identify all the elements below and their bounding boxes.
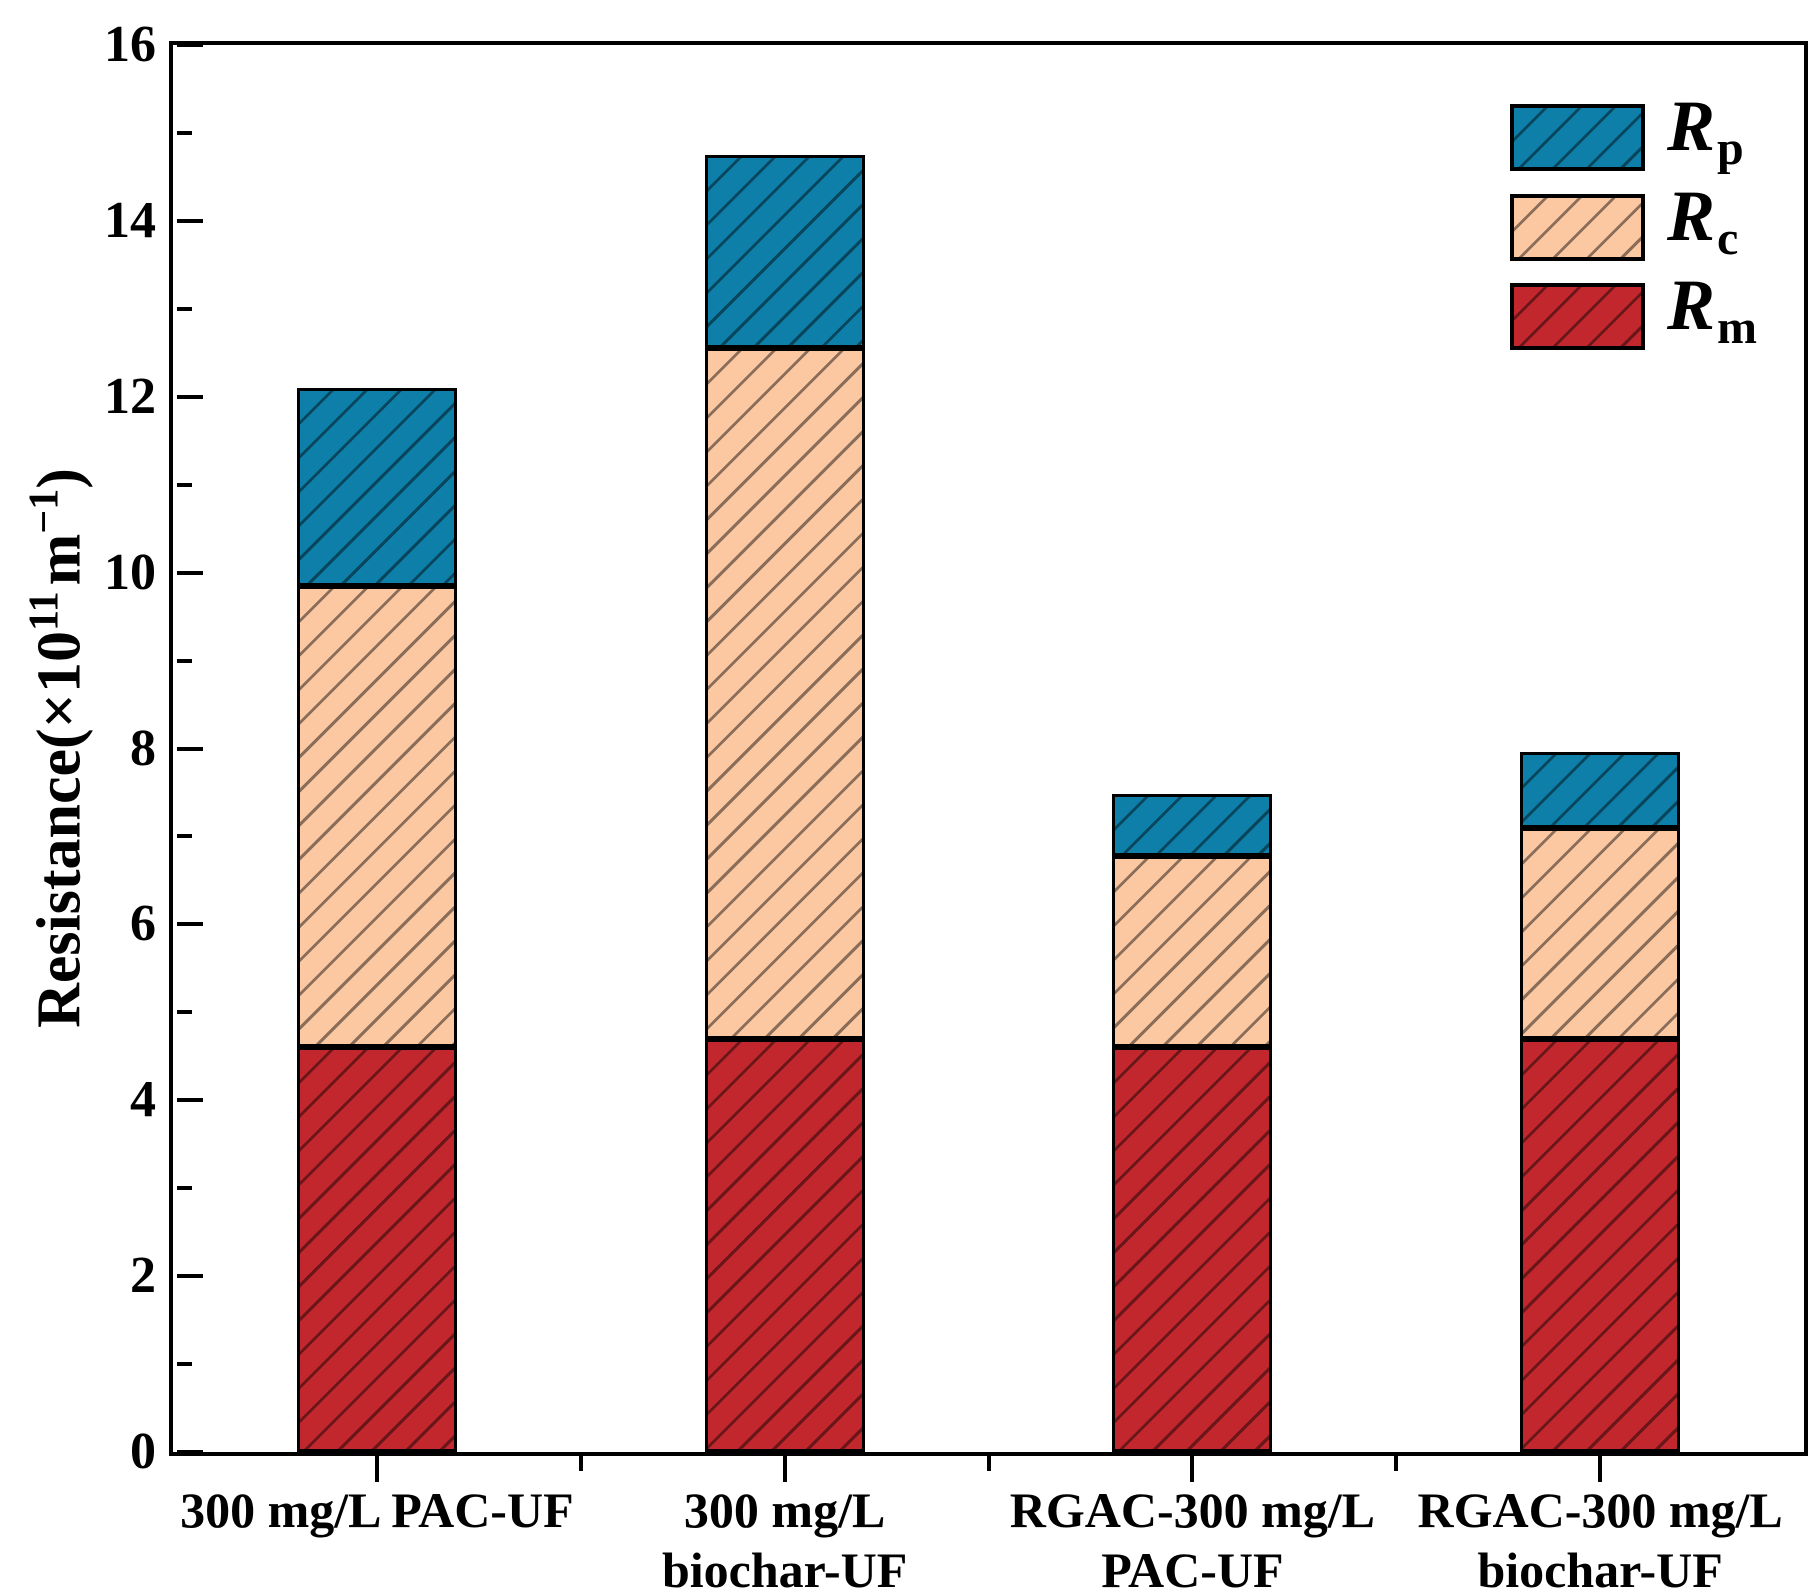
x-minor-tick: [986, 1456, 991, 1471]
y-minor-tick: [177, 658, 192, 663]
y-major-tick: [177, 1098, 203, 1103]
x-category-label: 300 mg/L PAC-UF: [117, 1480, 637, 1540]
x-category-label-line: PAC-UF: [1101, 1542, 1284, 1591]
bar-segment-rp-1: [704, 154, 865, 349]
legend-label-rc-symbol: R: [1667, 176, 1716, 256]
x-minor-tick: [578, 1456, 583, 1471]
y-minor-tick: [177, 834, 192, 839]
y-minor-tick: [177, 306, 192, 311]
y-tick-label: 16: [104, 16, 156, 73]
legend-label-rc-subscript: c: [1717, 212, 1739, 265]
x-major-tick: [374, 1456, 379, 1482]
legend-entry-rm: Rm: [1510, 269, 1758, 361]
legend-entry-rp: Rp: [1510, 90, 1744, 182]
y-tick-label: 4: [130, 1071, 156, 1129]
legend-label-rp-subscript: p: [1717, 122, 1744, 175]
bar-segment-rm-3: [1520, 1038, 1681, 1452]
legend-entry-rc: Rc: [1510, 180, 1739, 272]
legend-label-rp-symbol: R: [1667, 86, 1716, 166]
y-tick-label: 12: [104, 367, 156, 425]
bar-0: [296, 387, 457, 1452]
x-category-label-line: RGAC-300 mg/L: [1417, 1482, 1783, 1538]
bar-segment-rc-2: [1112, 855, 1273, 1048]
y-major-tick: [177, 218, 203, 223]
y-axis-title-unit-exponent: −1: [21, 488, 68, 534]
bar-1: [704, 154, 865, 1452]
y-minor-tick: [177, 482, 192, 487]
bar-segment-rp-3: [1520, 752, 1681, 828]
y-tick-label: 2: [130, 1247, 156, 1305]
y-tick-label: 6: [130, 895, 156, 953]
x-major-tick: [782, 1456, 787, 1482]
y-major-tick: [177, 570, 203, 575]
x-category-label-line: biochar-UF: [1477, 1542, 1723, 1591]
y-minor-tick: [177, 1362, 192, 1367]
x-minor-tick: [1394, 1456, 1399, 1471]
y-minor-tick: [177, 1010, 192, 1015]
legend-label-rm-subscript: m: [1717, 301, 1758, 354]
x-category-label: 300 mg/L biochar-UF: [525, 1480, 1045, 1591]
y-major-tick: [177, 1274, 203, 1279]
bar-segment-rm-0: [296, 1047, 457, 1452]
bar-segment-rc-1: [704, 348, 865, 1039]
x-category-label-line: 300 mg/L PAC-UF: [180, 1482, 574, 1538]
bar-segment-rc-3: [1520, 827, 1681, 1039]
legend-label-rm: Rm: [1667, 269, 1758, 361]
x-category-label: RGAC-300 mg/L PAC-UF: [932, 1480, 1452, 1591]
bar-3: [1520, 752, 1681, 1452]
y-major-tick: [177, 43, 203, 47]
bar-segment-rc-0: [296, 585, 457, 1048]
y-tick-label: 14: [104, 191, 156, 249]
legend-swatch-rm: [1510, 283, 1645, 350]
x-category-label-line: biochar-UF: [661, 1542, 908, 1591]
y-minor-tick: [177, 1186, 192, 1191]
bar-segment-rm-1: [704, 1038, 865, 1452]
bar-2: [1112, 794, 1273, 1452]
x-major-tick: [1190, 1456, 1195, 1482]
y-tick-label: 8: [130, 719, 156, 777]
y-tick-label: 0: [130, 1423, 156, 1480]
bar-segment-rp-2: [1112, 794, 1273, 856]
x-category-label-line: RGAC-300 mg/L: [1009, 1482, 1375, 1538]
y-major-tick: [177, 394, 203, 399]
y-tick-label: 10: [104, 543, 156, 601]
x-major-tick: [1598, 1456, 1603, 1482]
legend-swatch-rc: [1510, 194, 1645, 261]
bar-segment-rp-0: [296, 387, 457, 586]
y-axis-title-prefix: Resistance(×10: [25, 631, 94, 1028]
x-category-label: RGAC-300 mg/L biochar-UF: [1340, 1480, 1815, 1591]
y-major-tick: [177, 746, 203, 751]
y-axis-title-suffix: ): [25, 468, 94, 489]
legend-label-rc: Rc: [1667, 180, 1739, 272]
legend-label-rm-symbol: R: [1667, 265, 1716, 345]
legend-swatch-rp: [1510, 104, 1645, 171]
x-category-label-line: 300 mg/L: [683, 1482, 886, 1538]
y-minor-tick: [177, 130, 192, 135]
y-major-tick: [177, 922, 203, 927]
legend-label-rp: Rp: [1667, 90, 1744, 182]
y-major-tick: [177, 1450, 203, 1454]
bar-segment-rm-2: [1112, 1047, 1273, 1452]
